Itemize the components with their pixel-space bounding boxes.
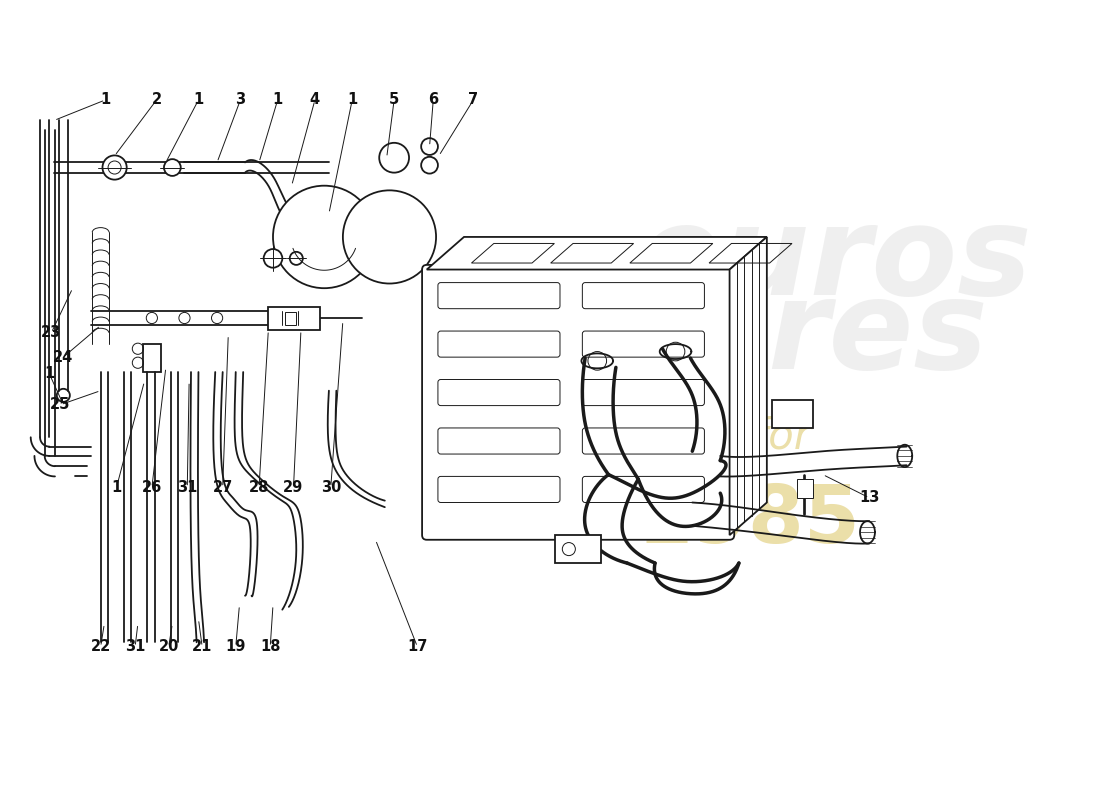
Text: 30: 30 [320, 480, 341, 495]
Bar [796, 479, 813, 498]
Circle shape [211, 313, 222, 323]
Text: 1: 1 [194, 93, 204, 107]
Text: 1985: 1985 [637, 482, 860, 560]
FancyBboxPatch shape [422, 265, 734, 540]
Text: 28: 28 [249, 480, 270, 495]
Text: 24: 24 [53, 350, 74, 365]
Circle shape [562, 542, 575, 556]
Text: 31: 31 [177, 480, 198, 495]
Circle shape [179, 313, 190, 323]
Circle shape [164, 159, 180, 176]
Text: 6: 6 [428, 93, 438, 107]
Text: 21: 21 [192, 639, 212, 654]
Circle shape [146, 313, 157, 323]
Text: res: res [767, 274, 988, 395]
Text: 1: 1 [348, 93, 358, 107]
Text: 29: 29 [284, 480, 304, 495]
Bar [771, 400, 813, 428]
Text: 18: 18 [260, 639, 280, 654]
Text: 22: 22 [90, 639, 111, 654]
Text: euros: euros [637, 200, 1032, 321]
Polygon shape [729, 237, 767, 535]
Text: 26: 26 [142, 480, 162, 495]
Text: 1: 1 [111, 480, 122, 495]
Bar [268, 307, 320, 330]
Circle shape [379, 143, 409, 173]
Circle shape [421, 138, 438, 155]
Text: 4: 4 [310, 93, 320, 107]
Text: 17: 17 [407, 639, 428, 654]
Text: 20: 20 [158, 639, 179, 654]
Text: 5: 5 [389, 93, 399, 107]
Circle shape [102, 155, 126, 180]
Text: 3: 3 [235, 93, 245, 107]
Text: 1: 1 [273, 93, 283, 107]
Text: 19: 19 [226, 639, 246, 654]
Text: 31: 31 [125, 639, 145, 654]
Text: 1: 1 [100, 93, 110, 107]
Bar [285, 313, 296, 325]
Circle shape [289, 252, 302, 265]
Text: 2: 2 [152, 93, 162, 107]
Circle shape [273, 186, 375, 288]
Text: 7: 7 [469, 93, 478, 107]
Text: 25: 25 [51, 397, 70, 412]
Circle shape [264, 249, 283, 268]
Circle shape [343, 190, 436, 283]
Text: 27: 27 [212, 480, 233, 495]
Text: 23: 23 [41, 326, 62, 341]
Polygon shape [427, 237, 767, 270]
Bar [143, 344, 162, 372]
Circle shape [421, 157, 438, 174]
Text: a passion for: a passion for [543, 416, 811, 458]
Bar [554, 535, 602, 563]
Text: 13: 13 [859, 490, 880, 506]
Text: 1: 1 [44, 366, 55, 382]
